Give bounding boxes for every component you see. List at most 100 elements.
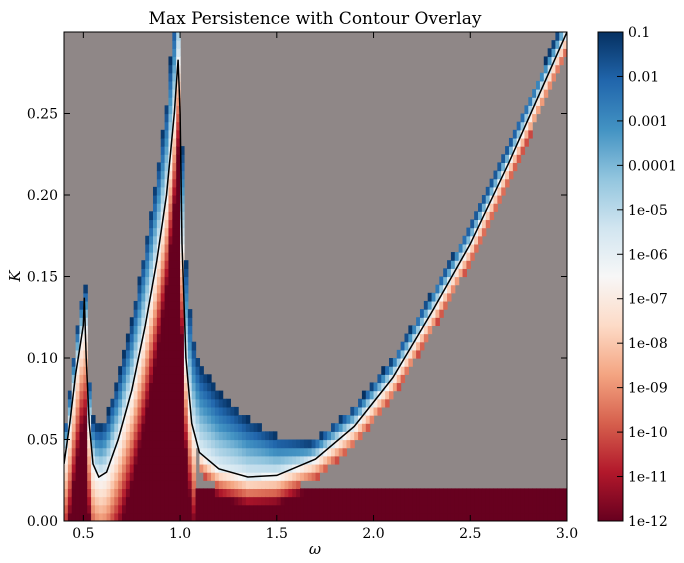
heatmap-cell xyxy=(160,447,166,457)
heatmap-cell xyxy=(152,243,158,253)
heatmap-cell xyxy=(141,260,146,269)
heatmap-cell xyxy=(257,439,262,449)
heatmap-cell xyxy=(462,260,467,269)
heatmap-cell xyxy=(300,472,305,481)
heatmap-cell xyxy=(392,374,398,384)
heatmap-cell xyxy=(149,333,154,343)
heatmap-cell xyxy=(67,496,73,506)
heatmap-cell xyxy=(454,260,460,269)
heatmap-cell xyxy=(75,447,81,457)
heatmap-cell xyxy=(207,472,212,481)
heatmap-cell xyxy=(207,423,212,432)
heatmap-cell xyxy=(164,276,170,286)
heatmap-cell xyxy=(145,235,150,245)
heatmap-cell xyxy=(319,447,324,457)
heatmap-cell xyxy=(164,178,170,188)
heatmap-cell xyxy=(94,455,100,465)
heatmap-cell xyxy=(470,243,475,253)
heatmap-cell xyxy=(71,366,77,375)
heatmap-cell xyxy=(183,512,189,521)
heatmap-cell xyxy=(149,415,154,424)
heatmap-cell xyxy=(474,496,479,506)
heatmap-cell xyxy=(172,243,177,253)
heatmap-cell xyxy=(427,292,433,302)
heatmap-cell xyxy=(377,398,382,408)
heatmap-cell xyxy=(226,455,231,465)
heatmap-cell xyxy=(226,472,231,481)
heatmap-cell xyxy=(164,260,170,269)
heatmap-cell xyxy=(71,472,77,481)
heatmap-cell xyxy=(160,398,166,408)
heatmap-cell xyxy=(106,504,112,514)
heatmap-cell xyxy=(172,398,177,408)
heatmap-cell xyxy=(98,504,104,514)
heatmap-cell xyxy=(176,488,181,498)
heatmap-cell xyxy=(149,349,154,359)
heatmap-cell xyxy=(176,292,181,302)
heatmap-cell xyxy=(172,317,177,326)
heatmap-cell xyxy=(110,504,115,514)
heatmap-cell xyxy=(152,415,158,424)
heatmap-cell xyxy=(462,243,467,253)
heatmap-cell xyxy=(83,398,88,408)
heatmap-cell xyxy=(125,415,131,424)
heatmap-cell xyxy=(172,178,177,188)
heatmap-cell xyxy=(512,488,518,498)
heatmap-cell xyxy=(203,488,208,498)
heatmap-cell xyxy=(373,406,379,416)
colorbar-tick-label: 0.1 xyxy=(628,25,650,41)
heatmap-cell xyxy=(234,488,239,498)
heatmap-cell xyxy=(261,455,266,465)
heatmap-cell xyxy=(168,276,173,286)
heatmap-cell xyxy=(125,504,131,514)
heatmap-cell xyxy=(211,382,216,392)
heatmap-cell xyxy=(303,512,309,521)
heatmap-cell xyxy=(141,268,146,278)
heatmap-cell xyxy=(458,252,464,261)
heatmap-cell xyxy=(133,472,139,481)
heatmap-cell xyxy=(164,227,170,237)
heatmap-cell xyxy=(478,235,483,245)
heatmap-cell xyxy=(512,504,518,514)
heatmap-cell xyxy=(257,504,262,514)
heatmap-cell xyxy=(75,423,81,432)
heatmap-cell xyxy=(226,512,231,521)
heatmap-cell xyxy=(145,341,150,351)
heatmap-cell xyxy=(164,105,170,115)
heatmap-cell xyxy=(245,415,251,424)
heatmap-cell xyxy=(133,325,139,335)
heatmap-cell xyxy=(536,105,541,115)
heatmap-cell xyxy=(443,504,448,514)
heatmap-cell xyxy=(176,203,181,212)
heatmap-cell xyxy=(466,496,471,506)
heatmap-cell xyxy=(149,243,154,253)
heatmap-cell xyxy=(133,398,139,408)
heatmap-cell xyxy=(300,488,305,498)
heatmap-cell xyxy=(520,137,526,147)
heatmap-cell xyxy=(346,512,351,521)
heatmap-cell xyxy=(214,398,220,408)
heatmap-cell xyxy=(187,488,193,498)
heatmap-cell xyxy=(64,455,69,465)
heatmap-cell xyxy=(176,219,181,229)
heatmap-cell xyxy=(497,195,502,204)
heatmap-cell xyxy=(334,496,340,506)
heatmap-cell xyxy=(156,309,162,318)
heatmap-cell xyxy=(83,423,88,432)
heatmap-cell xyxy=(377,496,382,506)
heatmap-cell xyxy=(419,325,425,335)
heatmap-cell xyxy=(102,447,108,457)
heatmap-cell xyxy=(400,496,406,506)
heatmap-cell xyxy=(555,32,560,41)
heatmap-cell xyxy=(156,268,162,278)
heatmap-cell xyxy=(141,423,146,432)
heatmap-cell xyxy=(431,488,437,498)
heatmap-cell xyxy=(551,48,556,58)
heatmap-cell xyxy=(505,146,510,155)
heatmap-cell xyxy=(303,439,309,449)
heatmap-cell xyxy=(412,488,417,498)
heatmap-cell xyxy=(137,398,142,408)
heatmap-cell xyxy=(319,439,324,449)
heatmap-cell xyxy=(149,504,154,514)
heatmap-cell xyxy=(334,447,340,457)
